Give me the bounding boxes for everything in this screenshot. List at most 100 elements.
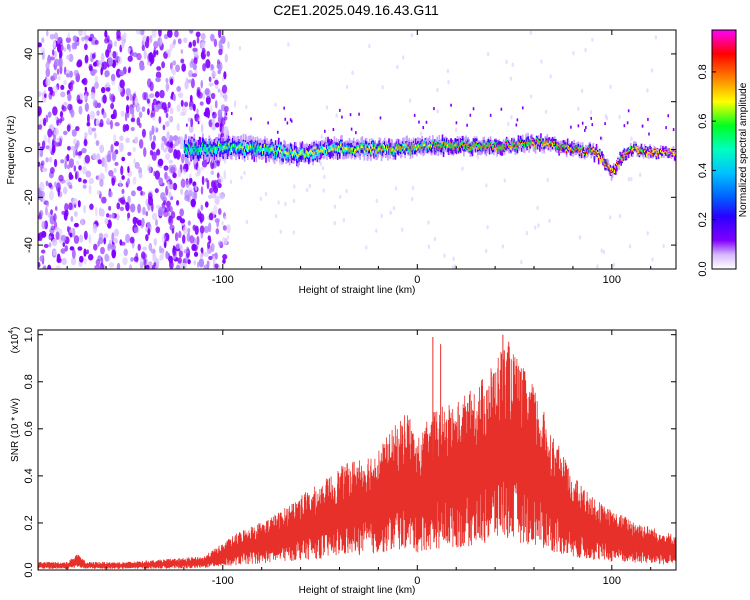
ridge-cell — [301, 148, 304, 152]
ridge-cell — [195, 148, 198, 152]
noise-cell — [107, 57, 114, 66]
ridge-cell — [198, 145, 201, 149]
ridge-cell — [335, 146, 338, 150]
ridge-cell — [659, 148, 662, 153]
ridge-cell — [642, 152, 645, 156]
noise-cell — [187, 259, 191, 265]
noise-cell — [200, 79, 204, 89]
noise-cell — [162, 124, 166, 131]
ridge-cell — [235, 146, 237, 150]
ridge-cell — [431, 143, 433, 153]
ridge-cell — [355, 148, 357, 152]
noise-cell — [67, 181, 73, 188]
ridge-cell — [367, 148, 370, 151]
ridge-cell — [498, 146, 501, 151]
noise-cell — [129, 49, 134, 57]
noise-cell — [53, 50, 57, 58]
ridge-cell — [541, 141, 543, 144]
ridge-cell — [548, 140, 551, 145]
noise-cell — [113, 133, 117, 144]
ridge-cell — [632, 150, 634, 153]
ridge-cell — [618, 162, 620, 165]
noise-cell — [211, 118, 216, 124]
ridge-cell — [377, 148, 380, 151]
ridge-cell — [356, 148, 358, 152]
noise-cell — [120, 199, 126, 205]
snr-ytick-label: 0.6 — [23, 421, 35, 436]
noise-cell — [81, 147, 87, 154]
ridge-cell — [228, 144, 231, 148]
noise-cell — [108, 170, 114, 177]
ridge-cell — [674, 151, 676, 156]
ridge-cell — [616, 162, 618, 170]
ridge-cell — [465, 142, 467, 145]
noise-cell — [92, 61, 97, 67]
noise-cell — [119, 206, 125, 212]
ridge-cell — [379, 146, 382, 150]
ridge-cell — [220, 143, 222, 147]
ridge-cell — [458, 141, 461, 147]
noise-cell — [165, 250, 169, 260]
ridge-cell — [601, 154, 603, 159]
ridge-cell — [425, 120, 428, 124]
ridge-cell — [545, 141, 548, 146]
noise-cell — [180, 99, 184, 107]
noise-cell — [116, 35, 122, 42]
noise-cell — [274, 213, 278, 219]
ridge-cell — [391, 149, 394, 152]
noise-cell — [169, 224, 175, 231]
ridge-cell — [419, 145, 421, 151]
noise-cell — [175, 64, 181, 73]
noise-cell — [392, 206, 396, 211]
noise-cell — [82, 165, 87, 175]
noise-cell — [83, 230, 88, 240]
noise-cell — [141, 128, 146, 138]
noise-cell — [84, 102, 89, 112]
noise-cell — [87, 253, 94, 261]
noise-cell — [211, 123, 217, 131]
noise-cell — [129, 107, 135, 115]
ridge-cell — [626, 121, 629, 125]
noise-cell — [177, 38, 182, 45]
noise-cell — [589, 110, 593, 115]
noise-cell — [127, 151, 132, 156]
noise-cell — [277, 200, 280, 205]
noise-cell — [107, 243, 112, 249]
ridge-cell — [232, 144, 234, 148]
ridge-cell — [391, 144, 394, 151]
ridge-cell — [467, 144, 469, 147]
noise-cell — [108, 205, 112, 211]
noise-cell — [461, 166, 464, 171]
ridge-cell — [257, 146, 260, 150]
ridge-cell — [409, 150, 412, 153]
ridge-cell — [629, 148, 632, 151]
noise-cell — [147, 195, 154, 206]
noise-cell — [537, 223, 540, 228]
ridge-cell — [319, 149, 322, 153]
noise-cell — [80, 218, 84, 226]
noise-cell — [66, 164, 71, 170]
noise-cell — [54, 206, 58, 211]
noise-cell — [102, 94, 107, 104]
ridge-cell — [222, 148, 224, 153]
ridge-cell — [669, 147, 672, 152]
noise-cell — [45, 67, 51, 78]
ridge-cell — [250, 144, 252, 148]
noise-cell — [48, 242, 52, 248]
ridge-cell — [526, 142, 528, 144]
noise-cell — [105, 49, 110, 58]
noise-cell — [188, 41, 192, 48]
ridge-cell — [416, 148, 418, 151]
noise-cell — [78, 105, 83, 115]
ridge-cell — [663, 149, 665, 152]
ridge-cell — [199, 147, 202, 151]
ridge-cell — [201, 144, 203, 148]
ridge-cell — [500, 107, 503, 111]
colorbar-axes: 0.00.20.40.60.8 — [697, 64, 716, 277]
noise-cell — [62, 242, 66, 247]
noise-cell — [47, 128, 53, 138]
ridge-cell — [343, 144, 345, 151]
noise-cell — [104, 253, 109, 262]
ridge-cell — [623, 124, 626, 128]
noise-cell — [58, 229, 63, 236]
